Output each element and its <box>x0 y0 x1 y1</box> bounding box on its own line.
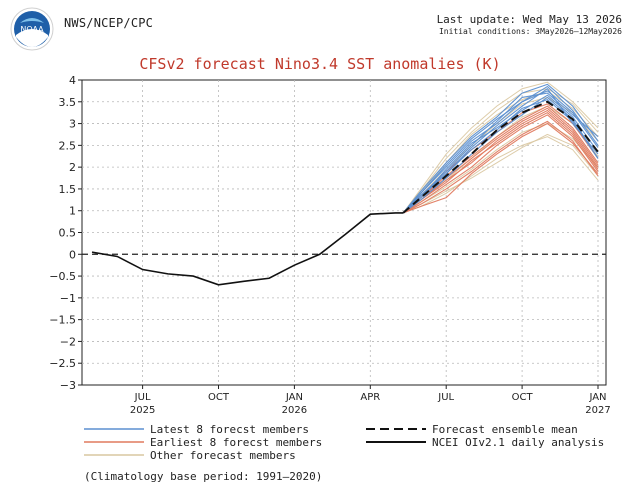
x-year-label: 2025 <box>130 405 155 416</box>
y-tick-label: 2 <box>69 161 76 174</box>
member-line-latest <box>402 90 599 214</box>
y-tick-label: 1.5 <box>59 183 77 196</box>
legend-label-latest: Latest 8 forecst members <box>150 423 309 436</box>
x-tick-label: JAN <box>588 392 606 403</box>
x-tick-label: APR <box>360 392 380 403</box>
y-tick-label: −1 <box>60 292 76 305</box>
x-tick-label: OCT <box>208 392 230 403</box>
x-tick-label: JAN <box>285 392 303 403</box>
legend-label-earliest: Earliest 8 forecst members <box>150 436 322 449</box>
ensemble-mean-line <box>402 100 599 214</box>
y-tick-label: −1.5 <box>49 314 76 327</box>
x-tick-label: JUL <box>437 392 454 403</box>
member-line-latest <box>402 83 599 214</box>
y-tick-label: 3 <box>69 118 76 131</box>
y-tick-label: −0.5 <box>49 270 76 283</box>
y-tick-label: −3 <box>60 379 76 392</box>
member-line-earliest <box>402 120 599 214</box>
chart-title: CFSv2 forecast Nino3.4 SST anomalies (K) <box>139 55 501 73</box>
y-tick-label: 2.5 <box>59 139 77 152</box>
legend-label-other: Other forecast members <box>150 449 296 462</box>
y-tick-label: −2.5 <box>49 357 76 370</box>
member-line-other <box>402 133 599 214</box>
x-year-label: 2027 <box>585 405 610 416</box>
climatology-note: (Climatology base period: 1991—2020) <box>84 470 323 483</box>
member-line-other <box>403 136 599 214</box>
x-tick-label: OCT <box>512 392 534 403</box>
x-year-label: 2026 <box>282 405 307 416</box>
member-line-earliest <box>402 114 599 214</box>
y-tick-label: 0.5 <box>59 227 77 240</box>
y-tick-label: 3.5 <box>59 96 77 109</box>
last-update: Last update: Wed May 13 2026 <box>436 13 622 26</box>
logo-text: NOAA <box>20 25 44 34</box>
y-tick-label: 1 <box>69 205 76 218</box>
analysis-line <box>91 212 404 286</box>
member-line-other <box>402 81 599 214</box>
y-tick-label: −2 <box>60 335 76 348</box>
legend-label-mean: Forecast ensemble mean <box>432 423 578 436</box>
member-line-earliest <box>402 107 599 214</box>
y-tick-label: 0 <box>69 248 76 261</box>
y-tick-label: 4 <box>69 74 76 87</box>
member-line-earliest <box>402 109 599 214</box>
member-line-earliest <box>402 122 599 214</box>
agency-name: NWS/NCEP/CPC <box>64 16 154 30</box>
initial-conditions: Initial conditions: 3May2026–12May2026 <box>438 27 622 36</box>
noaa-logo: NOAA <box>10 7 54 51</box>
member-line-latest <box>402 96 599 214</box>
member-line-other <box>402 123 599 214</box>
x-tick-label: JUL <box>134 392 151 403</box>
member-line-earliest <box>402 112 599 214</box>
legend-label-analysis: NCEI OIv2.1 daily analysis <box>432 436 604 449</box>
